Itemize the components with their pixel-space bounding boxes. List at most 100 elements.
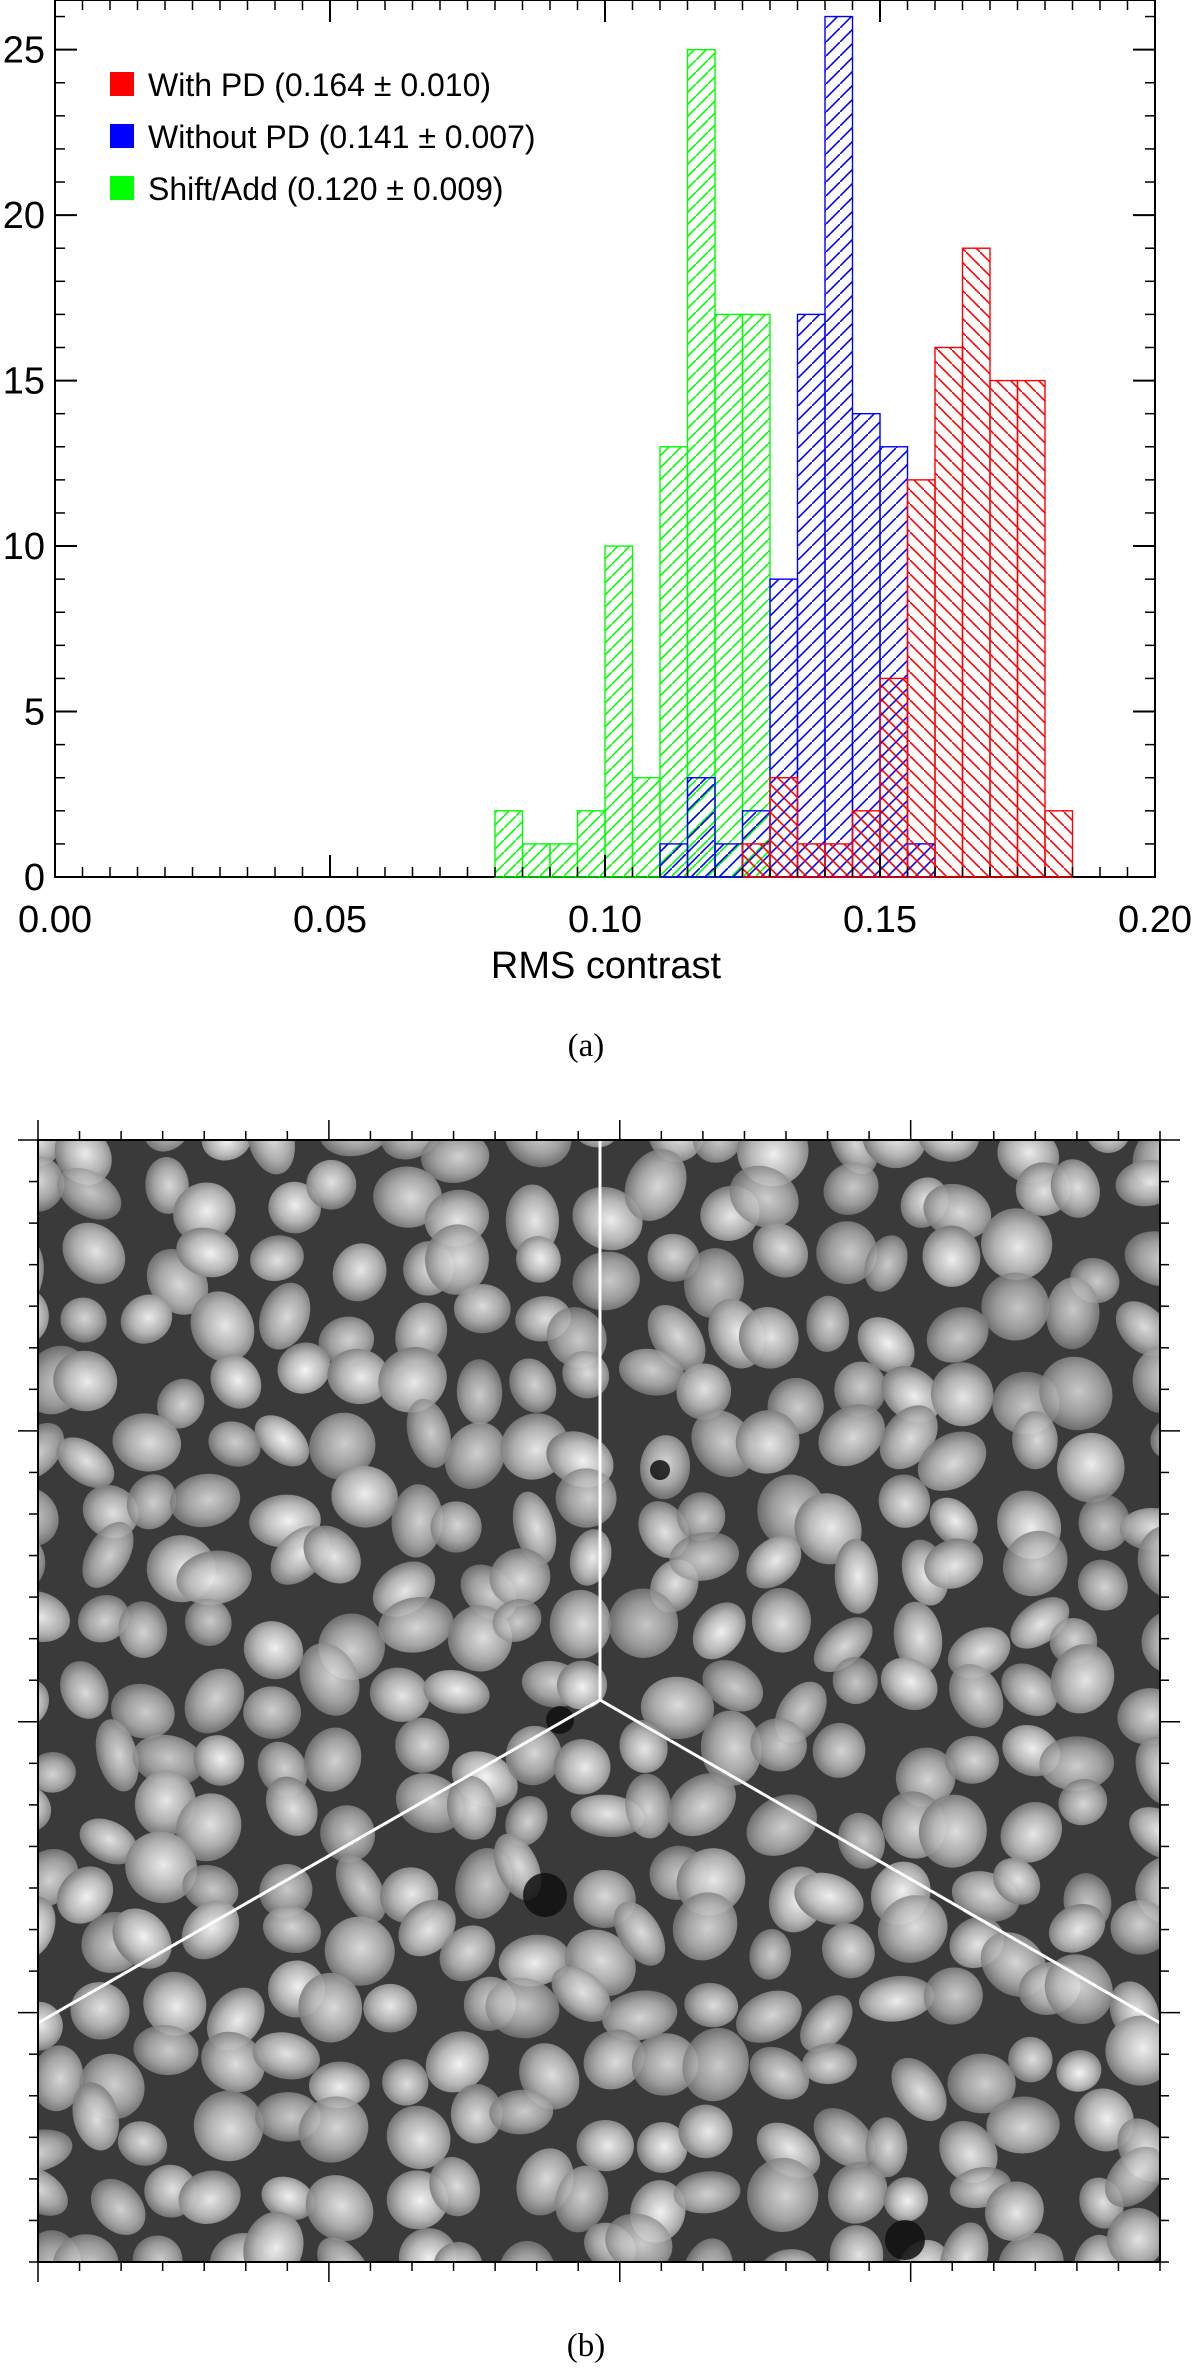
granule [303, 1727, 362, 1792]
granule [1001, 1663, 1058, 1716]
granule [672, 1892, 738, 1961]
granule [1056, 2050, 1102, 2092]
granule [1194, 1242, 1200, 1303]
granule [923, 1967, 983, 2025]
granule [176, 1550, 252, 1605]
granule [182, 1864, 239, 1912]
granule [751, 1587, 811, 1653]
granule [82, 1521, 134, 1588]
granule [126, 1474, 177, 1530]
granule [880, 1657, 938, 1711]
granule [1186, 1591, 1200, 1684]
granule [133, 2024, 199, 2076]
x-tick-label: 0.05 [293, 899, 367, 941]
granule [1039, 1356, 1113, 1431]
granule [572, 1186, 643, 1251]
granule [1058, 1779, 1108, 1826]
granule [57, 1168, 122, 1220]
granule [823, 1162, 879, 1215]
granule [929, 1497, 978, 1547]
granule [648, 1140, 705, 1162]
granule [335, 1855, 387, 1923]
granule [692, 1602, 746, 1660]
granule [298, 2096, 369, 2163]
granule [691, 1410, 755, 1478]
granule [112, 1413, 182, 1472]
granule [640, 1676, 715, 1740]
bar-with-pd [934, 346, 964, 878]
granule [830, 1140, 878, 1174]
granule [619, 1348, 685, 1396]
bar-with-pd [741, 843, 771, 878]
granule [398, 2228, 457, 2262]
granule [669, 1532, 739, 1581]
granule [439, 1925, 496, 1982]
granule [813, 2108, 875, 2168]
histogram-chart: 0 5 10 15 20 25 0.00 0.05 0.10 0.15 0.20 With PD … [3, 0, 1192, 987]
granule [117, 2121, 168, 2166]
granule [406, 1398, 452, 1468]
granule [1105, 2146, 1160, 2208]
granule [1184, 1474, 1200, 1560]
granule [263, 1906, 321, 1953]
granule [673, 2171, 741, 2214]
y-tick-label: 20 [3, 195, 45, 237]
granule [327, 1348, 390, 1405]
granule [425, 2031, 489, 2093]
granule [512, 1491, 557, 1565]
granule [676, 1492, 726, 1541]
granule [378, 1597, 454, 1653]
granule [499, 2240, 556, 2262]
granule [1091, 2273, 1183, 2365]
granule [624, 1149, 687, 1221]
granule [789, 2276, 865, 2348]
granule [196, 2268, 270, 2348]
granule [259, 1282, 311, 1350]
granule [38, 1140, 62, 1167]
granule [549, 1589, 611, 1659]
granule [828, 2162, 888, 2224]
granule [169, 1473, 241, 1528]
granule [1184, 1899, 1200, 1971]
granule [210, 1354, 262, 1409]
granule [981, 1208, 1053, 1280]
granule [492, 1599, 542, 1642]
granule [1175, 1556, 1200, 1618]
granule [440, 2259, 505, 2343]
granule [818, 1404, 885, 1467]
granule [832, 1657, 878, 1705]
granule [698, 2285, 768, 2362]
bar-with-pd [769, 777, 799, 878]
granule [125, 1831, 198, 1904]
granule [184, 1668, 245, 1734]
granule [1157, 1857, 1200, 1944]
y-tick-label: 10 [3, 526, 45, 568]
granule [859, 1975, 935, 2022]
granule [79, 1818, 138, 1865]
granule [749, 1929, 791, 1980]
granule [0, 2282, 70, 2358]
granule [77, 1594, 130, 1643]
granule [369, 1667, 430, 1722]
granule [1165, 2265, 1200, 2353]
granule [746, 1536, 802, 1589]
granule [319, 1140, 391, 1157]
granule [110, 1683, 175, 1739]
granule [1106, 2207, 1160, 2262]
granule [259, 1864, 313, 1918]
granule [450, 2084, 503, 2144]
granule [60, 1297, 107, 1343]
granule [806, 1295, 850, 1352]
granule [516, 1236, 561, 1283]
granule [1045, 1277, 1100, 1350]
granule [1085, 1140, 1131, 1153]
granule [324, 1916, 395, 1986]
granule [201, 1140, 252, 1161]
granule [1105, 2015, 1160, 2086]
granule [555, 2165, 609, 2233]
granule [883, 2177, 928, 2222]
granule [317, 2237, 372, 2262]
granule [261, 2176, 315, 2221]
granule [254, 1415, 310, 1467]
granule [299, 1643, 360, 1716]
